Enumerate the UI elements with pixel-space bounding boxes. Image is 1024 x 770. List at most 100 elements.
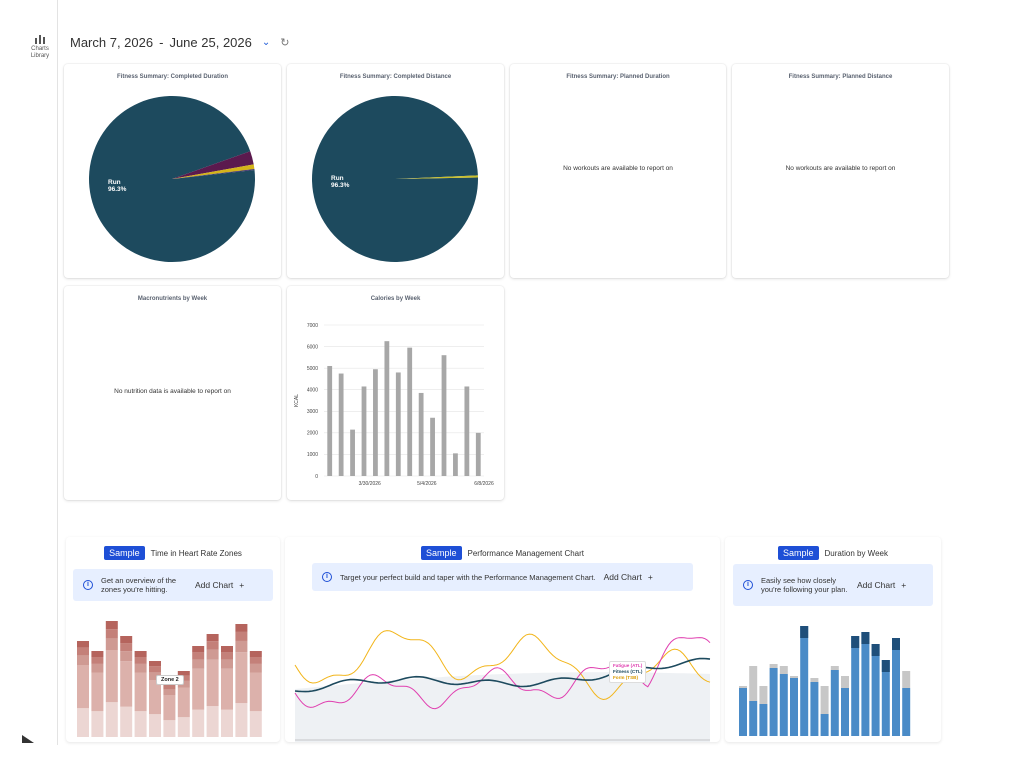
hr-zones-sample-card[interactable]: Sample Time in Heart Rate Zones i Get an… (66, 537, 280, 742)
actual-segment (790, 678, 798, 736)
legend-form: Form (TSB) (613, 675, 639, 680)
planned-segment (790, 676, 798, 678)
y-tick-label: 7000 (307, 323, 318, 329)
add-chart-label: Add Chart (857, 580, 896, 590)
sample-header: Sample Time in Heart Rate Zones (66, 546, 280, 560)
pie-slice (312, 96, 478, 263)
zone-segment (163, 720, 176, 737)
calorie-bar (361, 386, 367, 476)
duration-sample-card[interactable]: Sample Duration by Week i Easily see how… (725, 537, 941, 742)
zone-segment (177, 687, 190, 718)
zone-segment (163, 689, 176, 695)
completed-duration-card[interactable]: Fitness Summary: Completed Duration Run … (64, 64, 281, 278)
actual-segment (851, 636, 860, 736)
sample-badge: Sample (104, 546, 145, 560)
zone-segment (235, 624, 248, 632)
actual-segment (739, 688, 747, 736)
card-title: Fitness Summary: Completed Distance (339, 74, 452, 80)
slice-value: 96.3% (108, 186, 127, 193)
zone-segment (149, 714, 161, 737)
zone-segment (235, 703, 248, 737)
info-icon: i (83, 580, 93, 590)
zone-segment (105, 638, 118, 650)
zone-segment (235, 640, 248, 653)
zone-segment (149, 666, 161, 673)
calorie-bar (395, 372, 401, 476)
zone-segment (105, 650, 118, 703)
y-tick-label: 5000 (307, 366, 318, 372)
chevron-down-icon[interactable]: ⌄ (261, 36, 271, 48)
calorie-bar (418, 392, 424, 476)
actual-segment (881, 660, 890, 736)
end-date: June 25, 2026 (169, 34, 252, 50)
zone-segment (105, 621, 118, 630)
y-tick-label: 3000 (307, 409, 318, 415)
calories-card[interactable]: Calories by Week 0 1000 2000 3000 4000 5000 60… (287, 286, 504, 500)
planned-segment (830, 666, 839, 670)
over-segment (881, 660, 890, 672)
completed-distance-card[interactable]: Fitness Summary: Completed Distance Run … (287, 64, 504, 278)
planned-segment (739, 686, 747, 688)
calorie-bar (475, 432, 481, 476)
corner-mark-icon (22, 735, 34, 743)
add-chart-button[interactable]: Add Chart + (604, 572, 653, 582)
over-segment (851, 636, 860, 648)
zone-segment (163, 695, 176, 721)
planned-segment (810, 678, 819, 682)
actual-segment (871, 644, 880, 736)
pmc-legend-tooltip: Fatigue (ATL) Fitness (CTL) Form (TSB) (609, 661, 647, 683)
calorie-bar (407, 347, 413, 476)
pie-slice-label: Run 96.3% (331, 175, 349, 189)
legend-fatigue: Fatigue (ATL) (613, 663, 643, 668)
calorie-bar (373, 369, 378, 476)
y-tick-label: 2000 (307, 431, 318, 437)
actual-segment (800, 626, 809, 736)
zone-segment (177, 717, 190, 737)
y-tick-label: 6000 (307, 344, 318, 350)
planned-duration-card[interactable]: Fitness Summary: Planned Duration No wor… (510, 64, 726, 278)
planned-distance-card[interactable]: Fitness Summary: Planned Distance No wor… (732, 64, 949, 278)
over-segment (861, 632, 870, 644)
zone-segment (163, 684, 176, 690)
zone-segment (120, 706, 133, 737)
y-tick-label: 4000 (307, 388, 318, 394)
over-segment (892, 638, 900, 650)
zone-segment (120, 661, 133, 707)
zone-segment (206, 706, 219, 737)
calories-bar-chart: 0 1000 2000 3000 4000 5000 6000 7000 KCAL 3/30/20… (294, 323, 494, 487)
date-range-header[interactable]: March 7, 2026 - June 25, 2026 ⌄ ↻ (70, 32, 289, 52)
zone-segment (77, 641, 89, 648)
sample-header: Sample Duration by Week (725, 546, 941, 560)
left-rail: Charts Library (0, 0, 58, 745)
actual-segment (759, 704, 768, 736)
actual-segment (779, 674, 788, 736)
zone-segment (192, 709, 205, 737)
refresh-icon[interactable]: ↻ (280, 36, 290, 49)
y-tick-label: 0 (315, 474, 318, 480)
actual-segment (902, 688, 911, 736)
add-chart-label: Add Chart (603, 572, 642, 582)
completed-distance-pie (312, 96, 478, 263)
zone-segment (206, 641, 219, 650)
actual-segment (810, 682, 819, 736)
pie-slice (172, 168, 255, 179)
charts-library-label-line1: Charts (31, 46, 49, 52)
duration-stacked-bars (739, 626, 911, 736)
planned-segment (902, 671, 911, 688)
zone-segment (91, 663, 104, 673)
card-title: Fitness Summary: Completed Duration (116, 74, 229, 80)
zone-segment (77, 708, 89, 737)
add-chart-button[interactable]: Add Chart + (857, 580, 906, 590)
actual-segment (892, 638, 900, 736)
zone-segment (192, 659, 205, 669)
macronutrients-card[interactable]: Macronutrients by Week No nutrition data… (64, 286, 281, 500)
add-chart-button[interactable]: Add Chart + (195, 580, 244, 590)
sample-badge: Sample (778, 546, 819, 560)
card-title: Macronutrients by Week (137, 296, 208, 302)
zone-segment (91, 672, 104, 712)
pmc-sample-card[interactable]: Sample Performance Management Chart i Ta… (285, 537, 720, 742)
zone-segment (149, 672, 161, 680)
zone-segment (134, 663, 147, 673)
charts-library-button[interactable]: Charts Library (26, 34, 54, 60)
actual-segment (861, 632, 870, 736)
